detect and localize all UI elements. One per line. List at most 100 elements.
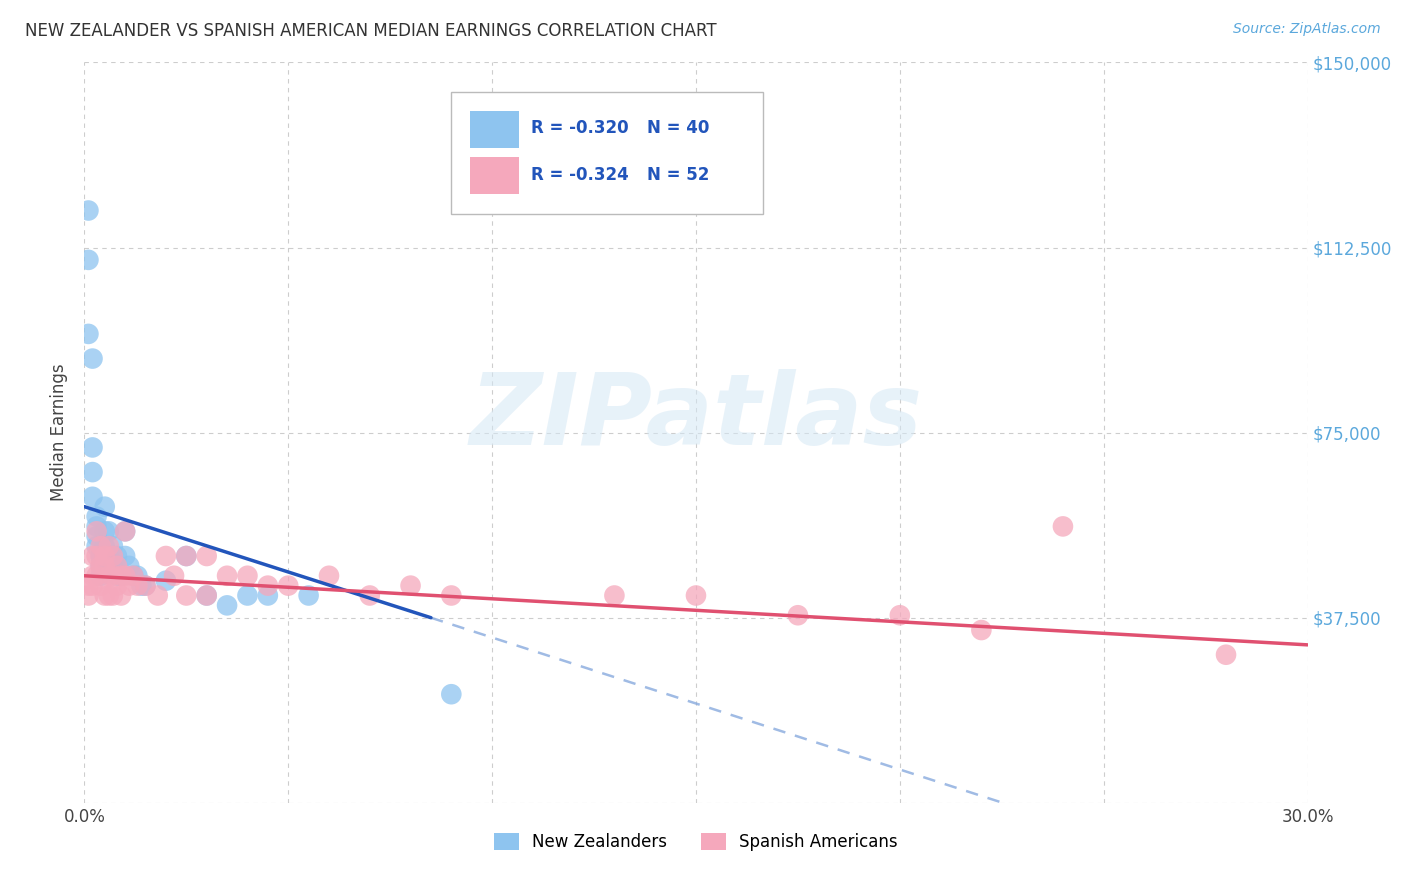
Point bbox=[110, 568, 132, 582]
Point bbox=[90, 568, 112, 582]
Legend: New Zealanders, Spanish Americans: New Zealanders, Spanish Americans bbox=[488, 826, 904, 857]
FancyBboxPatch shape bbox=[451, 92, 763, 214]
Point bbox=[440, 589, 463, 603]
Point bbox=[889, 608, 911, 623]
Text: ZIPatlas: ZIPatlas bbox=[470, 369, 922, 467]
Point bbox=[93, 558, 115, 573]
Point bbox=[399, 579, 422, 593]
Point bbox=[93, 500, 115, 514]
Point bbox=[970, 623, 993, 637]
Point bbox=[359, 589, 381, 603]
Point bbox=[101, 558, 124, 573]
Point bbox=[93, 539, 115, 553]
Point bbox=[93, 524, 115, 539]
Point bbox=[298, 589, 321, 603]
Point bbox=[110, 568, 132, 582]
Point bbox=[90, 539, 112, 553]
Point bbox=[257, 579, 280, 593]
Point bbox=[86, 568, 108, 582]
Point bbox=[86, 524, 108, 539]
Point bbox=[82, 568, 104, 582]
Point bbox=[77, 326, 100, 341]
Point bbox=[82, 351, 104, 366]
Point bbox=[127, 568, 149, 582]
Point bbox=[105, 549, 128, 563]
Point bbox=[122, 568, 145, 582]
Point bbox=[86, 519, 108, 533]
Point bbox=[110, 589, 132, 603]
Point bbox=[195, 589, 218, 603]
Point bbox=[105, 579, 128, 593]
Point bbox=[236, 568, 259, 582]
Point bbox=[787, 608, 810, 623]
Point bbox=[101, 568, 124, 582]
Point bbox=[236, 589, 259, 603]
Point bbox=[114, 549, 136, 563]
Text: Source: ZipAtlas.com: Source: ZipAtlas.com bbox=[1233, 22, 1381, 37]
Point bbox=[77, 589, 100, 603]
Point bbox=[90, 549, 112, 563]
Point bbox=[77, 579, 100, 593]
Y-axis label: Median Earnings: Median Earnings bbox=[51, 364, 69, 501]
Point bbox=[86, 539, 108, 553]
Point bbox=[131, 579, 153, 593]
Point bbox=[90, 558, 112, 573]
Point bbox=[114, 524, 136, 539]
Point bbox=[93, 589, 115, 603]
Point bbox=[318, 568, 340, 582]
Point bbox=[97, 524, 120, 539]
Point bbox=[77, 203, 100, 218]
Point bbox=[90, 549, 112, 563]
Point bbox=[603, 589, 626, 603]
Point bbox=[217, 568, 239, 582]
Point bbox=[97, 568, 120, 582]
Point bbox=[174, 589, 197, 603]
Point bbox=[440, 687, 463, 701]
Point bbox=[174, 549, 197, 563]
Point bbox=[195, 549, 218, 563]
Point bbox=[155, 574, 177, 588]
Point bbox=[135, 579, 157, 593]
Point bbox=[127, 579, 149, 593]
Point bbox=[97, 539, 120, 553]
Point bbox=[82, 465, 104, 479]
Point bbox=[1052, 519, 1074, 533]
FancyBboxPatch shape bbox=[470, 157, 519, 194]
Point bbox=[77, 252, 100, 267]
Point bbox=[195, 589, 218, 603]
Point bbox=[86, 509, 108, 524]
Point bbox=[97, 589, 120, 603]
Text: R = -0.320: R = -0.320 bbox=[531, 119, 628, 136]
Point bbox=[86, 529, 108, 543]
Point bbox=[122, 568, 145, 582]
Point bbox=[118, 558, 141, 573]
Point bbox=[90, 579, 112, 593]
Point bbox=[277, 579, 299, 593]
Point bbox=[82, 490, 104, 504]
Text: N = 52: N = 52 bbox=[647, 166, 710, 184]
Point bbox=[217, 599, 239, 613]
Point bbox=[90, 558, 112, 573]
Point bbox=[174, 549, 197, 563]
Point bbox=[155, 549, 177, 563]
Text: N = 40: N = 40 bbox=[647, 119, 710, 136]
Text: R = -0.324: R = -0.324 bbox=[531, 166, 628, 184]
Point bbox=[114, 524, 136, 539]
Point bbox=[97, 549, 120, 563]
Point bbox=[82, 549, 104, 563]
Text: NEW ZEALANDER VS SPANISH AMERICAN MEDIAN EARNINGS CORRELATION CHART: NEW ZEALANDER VS SPANISH AMERICAN MEDIAN… bbox=[25, 22, 717, 40]
Point bbox=[101, 539, 124, 553]
Point bbox=[163, 568, 186, 582]
Point bbox=[105, 558, 128, 573]
Point bbox=[101, 589, 124, 603]
Point bbox=[114, 568, 136, 582]
Point bbox=[685, 589, 707, 603]
Point bbox=[93, 549, 115, 563]
Point bbox=[101, 549, 124, 563]
Point bbox=[105, 568, 128, 582]
Point bbox=[82, 579, 104, 593]
Point bbox=[135, 579, 157, 593]
FancyBboxPatch shape bbox=[470, 111, 519, 147]
Point bbox=[1215, 648, 1237, 662]
Point bbox=[86, 549, 108, 563]
